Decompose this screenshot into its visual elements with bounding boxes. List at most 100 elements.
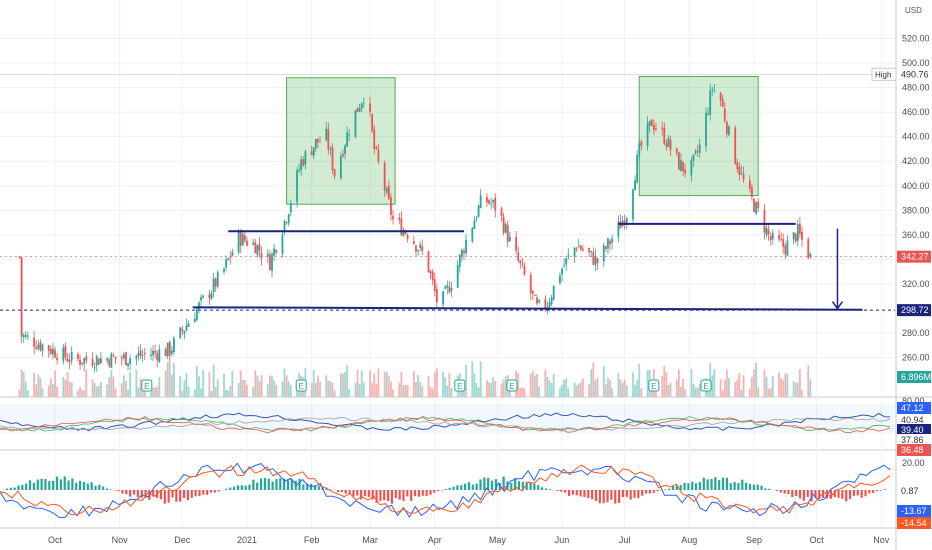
candle-body	[665, 143, 668, 147]
volume-bar	[369, 370, 371, 397]
candle-body	[417, 250, 419, 252]
candle-body	[275, 249, 278, 253]
volume-bar	[110, 369, 113, 397]
candle-body	[632, 189, 634, 220]
macd-histogram-bar	[675, 485, 678, 490]
candle-body	[390, 197, 392, 215]
candle-body	[358, 108, 361, 112]
earnings-marker	[700, 379, 712, 392]
macd-histogram-bar	[313, 485, 317, 490]
macd-histogram-bar	[698, 482, 702, 490]
volume-bar	[273, 380, 275, 397]
volume-bar	[769, 388, 772, 397]
trend-line	[192, 306, 863, 311]
candle-body	[193, 318, 196, 323]
candle-body	[304, 151, 307, 165]
macd-histogram-bar	[575, 490, 578, 496]
macd-histogram-bar	[117, 490, 120, 492]
macd-histogram-bar	[779, 490, 782, 493]
volume-bar	[799, 369, 801, 397]
volume-bar	[289, 385, 292, 397]
macd-histogram-bar	[244, 485, 247, 490]
macd-histogram-bar	[564, 490, 567, 493]
volume-badge-text: 6.896M	[901, 372, 931, 382]
x-tick-label: Oct	[48, 535, 63, 545]
candle-body	[348, 134, 351, 136]
macd-histogram-bar	[48, 480, 51, 490]
macd-signal-badge-bg	[897, 517, 931, 529]
candle-body	[655, 128, 657, 130]
volume-bar	[22, 371, 25, 397]
volume-bar	[684, 389, 687, 397]
candle-body	[150, 354, 152, 357]
macd-histogram-bar	[252, 479, 255, 490]
y-tick-label: 260.00	[902, 353, 930, 363]
candle-body	[375, 146, 378, 149]
volume-bar	[677, 369, 680, 397]
earnings-marker-glyph: E	[651, 382, 656, 391]
macd-histogram-bar	[591, 490, 594, 500]
candle-body	[753, 198, 755, 212]
candle-body	[122, 354, 125, 359]
volume-bar	[607, 377, 609, 397]
candle-body	[433, 279, 436, 291]
rsi-value-badge-bg	[897, 424, 931, 436]
candle-body	[471, 227, 474, 242]
volume-bar	[665, 371, 668, 397]
macd-histogram-bar	[317, 486, 320, 490]
macd-signal-badge-text: -14.54	[901, 518, 927, 528]
candle-body	[796, 224, 799, 241]
macd-histogram-bar	[725, 477, 728, 490]
volume-bar	[68, 381, 71, 397]
candle-body	[120, 357, 123, 359]
volume-bar	[617, 373, 620, 397]
volume-bar	[331, 382, 334, 397]
macd-histogram-bar	[271, 481, 274, 490]
volume-bar	[129, 371, 132, 397]
candle-body	[582, 248, 584, 251]
macd-histogram-bar	[691, 481, 694, 490]
volume-bar	[166, 361, 169, 397]
y-tick-label: 320.00	[902, 279, 930, 289]
candle-body	[208, 294, 211, 299]
volume-bar	[354, 382, 357, 397]
volume-bar	[748, 388, 751, 397]
candle-body	[333, 169, 336, 177]
volume-bar	[54, 370, 56, 397]
y-tick-label: 460.00	[902, 107, 930, 117]
volume-bar	[100, 381, 102, 397]
volume-bar	[208, 372, 211, 397]
volume-bar	[214, 387, 217, 397]
macd-histogram-bar	[294, 480, 297, 490]
macd-histogram-bar	[748, 483, 752, 490]
candle-body	[607, 238, 609, 249]
candle-body	[763, 209, 766, 233]
candle-body	[463, 250, 465, 254]
volume-bar	[47, 385, 50, 397]
rsi-value-badge: 36.48	[897, 444, 931, 456]
macd-histogram-bar	[775, 490, 779, 492]
volume-bar	[406, 385, 409, 397]
macd-histogram-bar	[487, 477, 490, 490]
volume-bar	[95, 386, 98, 397]
volume-bar	[150, 386, 152, 397]
macd-histogram-bar	[175, 490, 178, 502]
volume-bar	[602, 366, 605, 397]
volume-bar	[135, 369, 138, 397]
candle-body	[521, 263, 524, 265]
macd-line-badge-text: -13.67	[901, 506, 927, 516]
volume-bar	[173, 362, 175, 397]
candle-body	[769, 235, 772, 241]
volume-bar	[310, 383, 313, 397]
candle-body	[356, 107, 359, 112]
candle-body	[85, 356, 88, 361]
candle-body	[677, 152, 680, 170]
candle-body	[296, 169, 298, 203]
macd-histogram-bar	[656, 490, 659, 492]
macd-pane	[0, 462, 891, 519]
candle-body	[559, 275, 561, 284]
volume-bar	[246, 385, 248, 397]
candle-body	[619, 221, 622, 229]
candle-body	[373, 129, 376, 149]
